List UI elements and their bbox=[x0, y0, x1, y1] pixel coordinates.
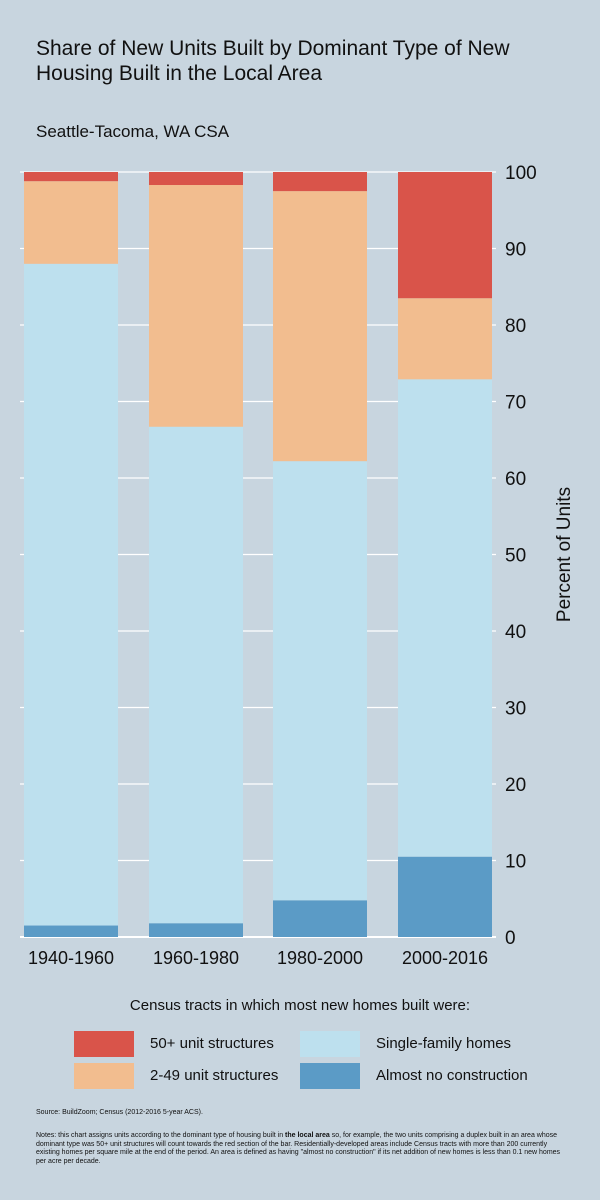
x-tick-label: 1960-1980 bbox=[153, 948, 239, 968]
y-tick-label: 30 bbox=[505, 699, 526, 720]
legend-label: 50+ unit structures bbox=[150, 1035, 274, 1052]
bar-segment bbox=[24, 172, 118, 182]
y-tick-labels: 0 10 20 30 40 50 60 70 80 90 100 bbox=[505, 163, 537, 949]
y-tick-label: 70 bbox=[505, 393, 526, 414]
y-tick-label: 40 bbox=[505, 622, 526, 643]
legend-label: Single-family homes bbox=[376, 1035, 512, 1052]
bar-segment bbox=[398, 298, 492, 380]
legend-swatch bbox=[74, 1063, 134, 1089]
y-tick-label: 90 bbox=[505, 240, 526, 261]
bar-segment bbox=[273, 900, 367, 937]
x-tick-label: 1940-1960 bbox=[28, 948, 114, 968]
y-tick-label: 60 bbox=[505, 469, 526, 490]
bar-segment bbox=[398, 172, 492, 299]
bar-segment bbox=[398, 379, 492, 857]
bar-segment bbox=[149, 923, 243, 937]
bar-segment bbox=[273, 191, 367, 462]
legend-label: Almost no construction bbox=[376, 1067, 528, 1084]
notes-text-start: Notes: this chart assigns units accordin… bbox=[36, 1132, 286, 1139]
chart-title: Share of New Units Built by Dominant Typ… bbox=[36, 37, 510, 85]
y-tick-label: 80 bbox=[505, 316, 526, 337]
bar-segment bbox=[273, 172, 367, 192]
chart-subtitle: Seattle-Tacoma, WA CSA bbox=[36, 122, 230, 141]
legend-swatch bbox=[300, 1063, 360, 1089]
stacked-bar-chart: 1940-1960 1960-1980 1980-2000 2000-2016 0 10… bbox=[20, 163, 575, 968]
bar-segment bbox=[149, 426, 243, 924]
y-tick-label: 0 bbox=[505, 928, 516, 949]
y-axis-label: Percent of Units bbox=[554, 487, 575, 622]
notes-text-end: so, for example, the two units comprisin… bbox=[36, 1132, 561, 1165]
bar-segment bbox=[149, 172, 243, 186]
source-note: Source: BuildZoom; Census (2012-2016 5-y… bbox=[36, 1109, 203, 1116]
y-tick-label: 20 bbox=[505, 775, 526, 796]
y-tick-label: 10 bbox=[505, 852, 526, 873]
notes-text: Notes: this chart assigns units accordin… bbox=[36, 1132, 566, 1166]
bar-segment bbox=[273, 461, 367, 901]
legend-label: 2-49 unit structures bbox=[150, 1067, 279, 1084]
legend-swatch bbox=[74, 1031, 134, 1057]
bar-segment bbox=[24, 263, 118, 926]
legend-title: Census tracts in which most new homes bu… bbox=[129, 997, 471, 1014]
bar-segment bbox=[398, 856, 492, 937]
y-tick-label: 50 bbox=[505, 546, 526, 567]
y-tick-label: 100 bbox=[505, 163, 537, 184]
bar-segment bbox=[149, 185, 243, 427]
bar-segment bbox=[24, 925, 118, 937]
x-tick-label: 1980-2000 bbox=[277, 948, 363, 968]
bars bbox=[24, 172, 492, 937]
x-tick-labels: 1940-1960 1960-1980 1980-2000 2000-2016 bbox=[28, 948, 488, 968]
notes-text-bold: the local area bbox=[285, 1132, 330, 1139]
x-tick-label: 2000-2016 bbox=[402, 948, 488, 968]
legend-swatch bbox=[300, 1031, 360, 1057]
bar-segment bbox=[24, 181, 118, 264]
